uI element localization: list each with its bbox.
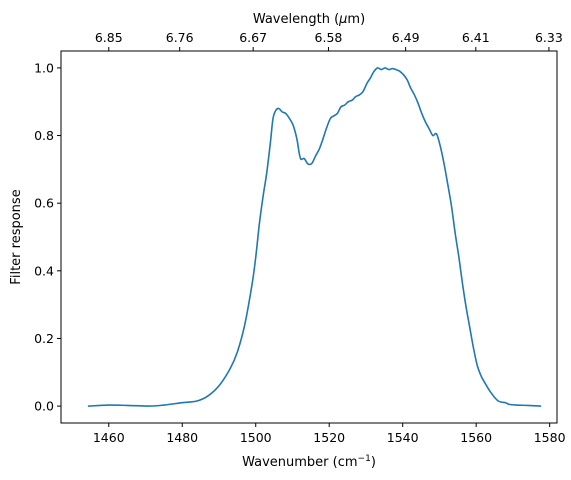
x-tick-label: 1540 <box>387 430 419 445</box>
top-x-axis-label: Wavelength (μm) <box>253 12 365 27</box>
filter-response-line <box>87 67 542 407</box>
top-tick-label: 6.85 <box>95 30 123 45</box>
y-tick-label: 0.0 <box>34 399 54 414</box>
x-tick-label: 1580 <box>534 430 566 445</box>
plot-frame <box>60 50 558 424</box>
x-tick-label: 1500 <box>240 430 272 445</box>
top-tick-label: 6.58 <box>315 30 343 45</box>
top-tick-label: 6.49 <box>392 30 420 45</box>
x-axis-label: Wavenumber (cm−1) <box>242 454 376 470</box>
top-tick-label: 6.33 <box>535 30 563 45</box>
y-axis-label: Filter response <box>9 189 24 284</box>
y-tick-label: 0.2 <box>34 331 54 346</box>
top-x-axis: 6.85 6.76 6.67 6.58 6.49 6.41 6.33 <box>95 30 563 51</box>
x-tick-label: 1560 <box>460 430 492 445</box>
y-tick-label: 0.6 <box>34 196 54 211</box>
x-tick-label: 1460 <box>93 430 125 445</box>
top-tick-label: 6.67 <box>239 30 267 45</box>
y-axis: 0.0 0.2 0.4 0.6 0.8 1.0 <box>34 60 61 414</box>
x-tick-label: 1480 <box>166 430 198 445</box>
y-tick-label: 1.0 <box>34 60 54 75</box>
x-tick-label: 1520 <box>313 430 345 445</box>
y-tick-label: 0.4 <box>34 263 54 278</box>
top-tick-label: 6.76 <box>166 30 194 45</box>
bottom-x-axis: 1460 1480 1500 1520 1540 1560 1580 <box>93 423 566 445</box>
y-tick-label: 0.8 <box>34 128 54 143</box>
top-tick-label: 6.41 <box>462 30 490 45</box>
